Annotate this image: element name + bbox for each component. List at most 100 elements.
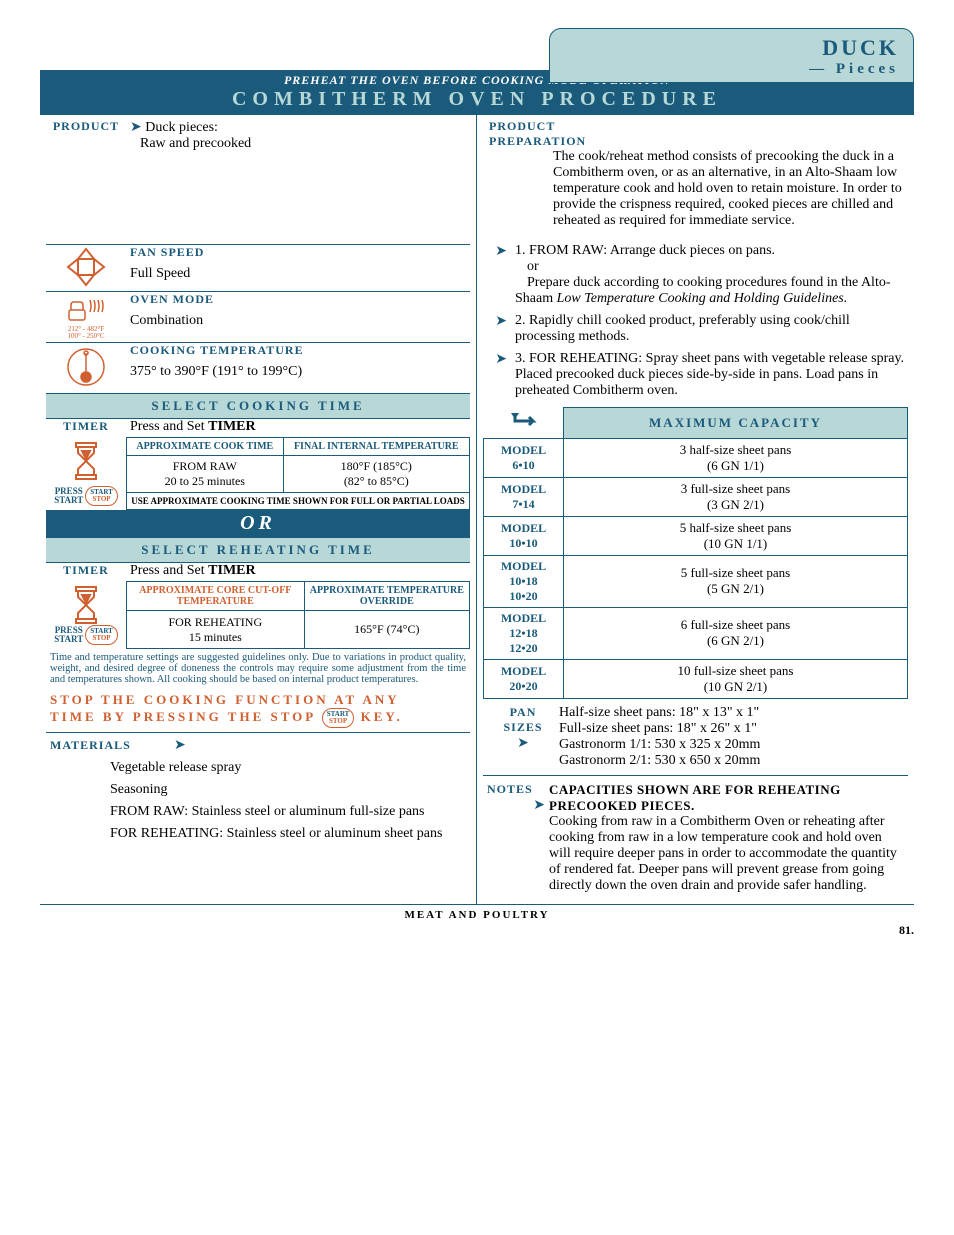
press-start-group: PRESSSTART STARTSTOP	[54, 486, 118, 506]
list-item: FROM RAW: Stainless steel or aluminum fu…	[110, 804, 466, 820]
table-row: MODEL12•1812•206 full-size sheet pans(6 …	[484, 607, 908, 659]
temp-label: COOKING TEMPERATURE	[130, 343, 470, 358]
start-stop-icon: STARTSTOP	[85, 625, 118, 645]
hourglass-icon	[70, 441, 102, 481]
fan-section: FAN SPEED Full Speed	[46, 245, 470, 289]
list-item: FOR REHEATING: Stainless steel or alumin…	[110, 826, 466, 842]
cook-th1: APPROXIMATE COOK TIME	[127, 438, 284, 456]
start-text: START	[54, 634, 83, 644]
select-cooking-time-bar: SELECT COOKING TIME	[46, 393, 470, 419]
header-tab: DUCK — Pieces	[549, 28, 914, 83]
temp-value: 375° to 390°F (191° to 199°C)	[130, 364, 470, 380]
arrow-icon: ➤	[495, 314, 507, 329]
list-item: Seasoning	[110, 782, 466, 798]
reheat-th1: APPROXIMATE CORE CUT-OFF TEMPERATURE	[127, 582, 305, 611]
stop-instruction: STOP THE COOKING FUNCTION AT ANY TIME BY…	[46, 688, 470, 732]
pan-sizes-label: PANSIZES	[487, 705, 559, 735]
pan-line: Gastronorm 2/1: 530 x 650 x 20mm	[559, 753, 904, 769]
fan-label: FAN SPEED	[130, 245, 470, 260]
columns: PRODUCT ➤ Duck pieces: Raw and precooked	[40, 115, 914, 904]
thermometer-icon	[46, 343, 126, 391]
timer-text-a: Press and Set	[130, 419, 208, 434]
start-stop-icon: STARTSTOP	[322, 708, 355, 728]
product-line2: Raw and precooked	[130, 136, 251, 151]
arrow-icon: ➤	[495, 244, 507, 259]
timer-section: TIMER Press and Set TIMER	[46, 419, 470, 435]
procedure-title: COMBITHERM OVEN PROCEDURE	[40, 88, 914, 111]
capacity-cell: 10 full-size sheet pans(10 GN 2/1)	[564, 659, 908, 698]
prep-step: ➤2. Rapidly chill cooked product, prefer…	[483, 313, 908, 345]
notes-title: CAPACITIES SHOWN ARE FOR REHEATING PRECO…	[549, 782, 904, 814]
mode-value: Combination	[130, 313, 470, 329]
pan-line: Half-size sheet pans: 18" x 13" x 1"	[559, 705, 904, 721]
press-start-group: PRESSSTART STARTSTOP	[54, 625, 118, 645]
timer-text-b: TIMER	[208, 419, 255, 434]
capacity-cell: 3 half-size sheet pans(6 GN 1/1)	[564, 438, 908, 477]
product-label: PRODUCT	[53, 119, 119, 134]
capacity-header: MAXIMUM CAPACITY	[564, 408, 908, 439]
pan-line: Gastronorm 1/1: 530 x 325 x 20mm	[559, 737, 904, 753]
model-cell: MODEL12•1812•20	[484, 607, 564, 659]
arrow-icon: ➤	[487, 735, 559, 752]
prep-step: ➤1. FROM RAW: Arrange duck pieces on pan…	[483, 243, 908, 307]
disclaimer: Time and temperature settings are sugges…	[46, 649, 470, 688]
reheat-time-table: APPROXIMATE CORE CUT-OFF TEMPERATUREAPPR…	[126, 581, 470, 649]
left-column: PRODUCT ➤ Duck pieces: Raw and precooked	[40, 115, 477, 904]
materials-section: MATERIALS ➤ Vegetable release spray Seas…	[46, 733, 470, 852]
arrow-icon: ➤	[495, 352, 507, 367]
arrow-icon: ➤	[130, 120, 142, 135]
materials-label: MATERIALS	[50, 738, 131, 752]
materials-list: Vegetable release spray Seasoning FROM R…	[50, 760, 466, 842]
timer2-text-b: TIMER	[208, 563, 255, 578]
main-content: PREHEAT THE OVEN BEFORE COOKING MODE OPE…	[40, 70, 914, 905]
prep-step: ➤3. FOR REHEATING: Spray sheet pans with…	[483, 351, 908, 399]
capacity-cell: 5 half-size sheet pans(10 GN 1/1)	[564, 516, 908, 555]
table-row: MODEL7•143 full-size sheet pans(3 GN 2/1…	[484, 477, 908, 516]
prep-steps: ➤1. FROM RAW: Arrange duck pieces on pan…	[483, 243, 908, 399]
or-divider: OR	[46, 510, 470, 537]
cook-th2: FINAL INTERNAL TEMPERATURE	[283, 438, 469, 456]
cook-c2: 180°F (185°C)(82° to 85°C)	[283, 456, 469, 493]
reheat-c2: 165°F (74°C)	[304, 611, 469, 649]
cook-time-table: APPROXIMATE COOK TIMEFINAL INTERNAL TEMP…	[126, 437, 470, 510]
recipe-title: DUCK	[564, 35, 899, 61]
mode-caption: 212° - 482°F100° - 250°C	[67, 326, 104, 340]
select-reheating-time-bar: SELECT REHEATING TIME	[46, 537, 470, 563]
capacity-cell: 5 full-size sheet pans(5 GN 2/1)	[564, 555, 908, 607]
recipe-page: DUCK — Pieces PREHEAT THE OVEN BEFORE CO…	[0, 0, 954, 958]
mode-label: OVEN MODE	[130, 292, 470, 307]
arrow-icon: ➤	[174, 738, 186, 753]
mode-section: 212° - 482°F100° - 250°C OVEN MODE Combi…	[46, 292, 470, 340]
arrow-down-right-icon	[503, 411, 543, 431]
model-cell: MODEL7•14	[484, 477, 564, 516]
notes-body: Cooking from raw in a Combitherm Oven or…	[549, 814, 904, 894]
timer2-label: TIMER	[63, 563, 109, 578]
reheat-c1: FOR REHEATING15 minutes	[127, 611, 305, 649]
timer2-text-a: Press and Set	[130, 563, 208, 578]
capacity-cell: 6 full-size sheet pans(6 GN 2/1)	[564, 607, 908, 659]
pan-line: Full-size sheet pans: 18" x 26" x 1"	[559, 721, 904, 737]
footer-category: MEAT AND POULTRY	[40, 909, 914, 921]
notes-section: NOTES ➤ CAPACITIES SHOWN ARE FOR REHEATI…	[483, 776, 908, 900]
timer-label: TIMER	[63, 419, 109, 434]
notes-label: NOTES	[487, 782, 545, 797]
timer2-section: TIMER Press and Set TIMER	[46, 563, 470, 579]
capacity-table: MAXIMUM CAPACITY MODEL6•103 half-size sh…	[483, 407, 908, 699]
model-cell: MODEL20•20	[484, 659, 564, 698]
start-text: START	[54, 495, 83, 505]
page-number: 81.	[40, 923, 914, 938]
tem -section: COOKING TEMPERATURE 375° to 390°F (191° …	[46, 343, 470, 391]
fan-icon	[46, 245, 126, 289]
model-cell: MODEL10•10	[484, 516, 564, 555]
hourglass-icon	[70, 585, 102, 625]
fan-value: Full Speed	[130, 266, 470, 282]
cook-note: USE APPROXIMATE COOKING TIME SHOWN FOR F…	[127, 493, 470, 510]
pan-sizes-list: Half-size sheet pans: 18" x 13" x 1" Ful…	[559, 705, 904, 769]
right-column: PRODUCTPREPARATION The cook/reheat metho…	[477, 115, 914, 904]
cook-c1: FROM RAW20 to 25 minutes	[127, 456, 284, 493]
capacity-cell: 3 full-size sheet pans(3 GN 2/1)	[564, 477, 908, 516]
product-line1: Duck pieces:	[145, 120, 218, 135]
product-section: PRODUCT ➤ Duck pieces: Raw and precooked	[46, 119, 470, 152]
model-cell: MODEL6•10	[484, 438, 564, 477]
table-row: MODEL10•1810•205 full-size sheet pans(5 …	[484, 555, 908, 607]
